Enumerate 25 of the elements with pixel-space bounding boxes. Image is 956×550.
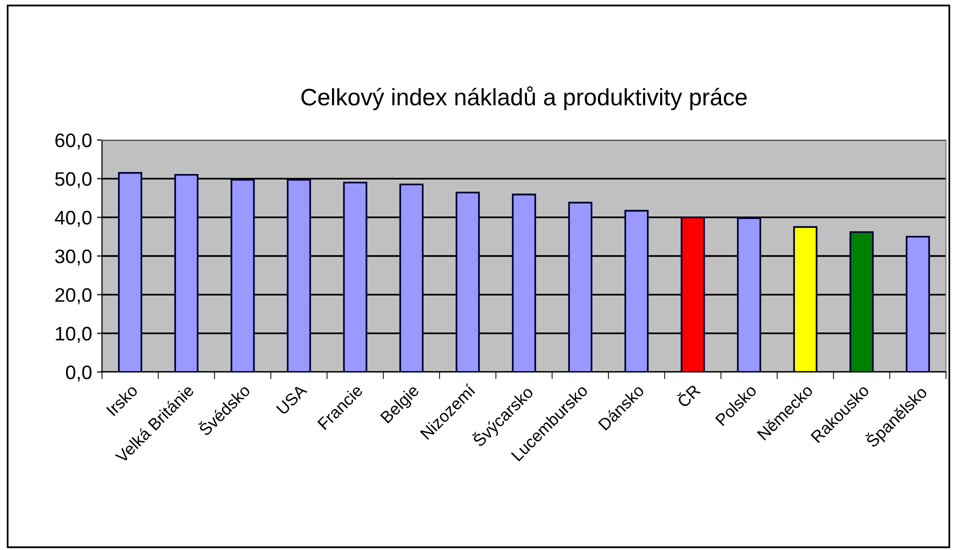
y-tick-label: 50,0 [55, 172, 92, 188]
bar [906, 236, 930, 372]
y-tick-label: 10,0 [56, 326, 92, 343]
y-tick-label: 20,0 [55, 288, 92, 304]
bar [230, 178, 255, 372]
bar [286, 178, 312, 372]
bar [399, 184, 424, 372]
y-tick-label: 0,0 [66, 365, 92, 382]
bar [512, 194, 536, 372]
bar [568, 202, 592, 372]
y-tick-label: 30,0 [55, 249, 92, 266]
x-tick-label: ČR [674, 382, 701, 408]
bar [174, 174, 198, 372]
bar [736, 217, 762, 372]
x-tick-label: USA [276, 383, 308, 416]
bar [680, 216, 705, 372]
bar [850, 231, 874, 372]
chart-title: Celkový index nákladů a produktivity práce [301, 86, 747, 110]
bar [343, 182, 368, 372]
bar [456, 192, 480, 372]
bar [118, 172, 142, 372]
y-tick-label: 60,0 [55, 133, 92, 150]
bar [624, 210, 649, 372]
y-tick-label: 40,0 [54, 210, 92, 227]
bar [793, 226, 818, 372]
